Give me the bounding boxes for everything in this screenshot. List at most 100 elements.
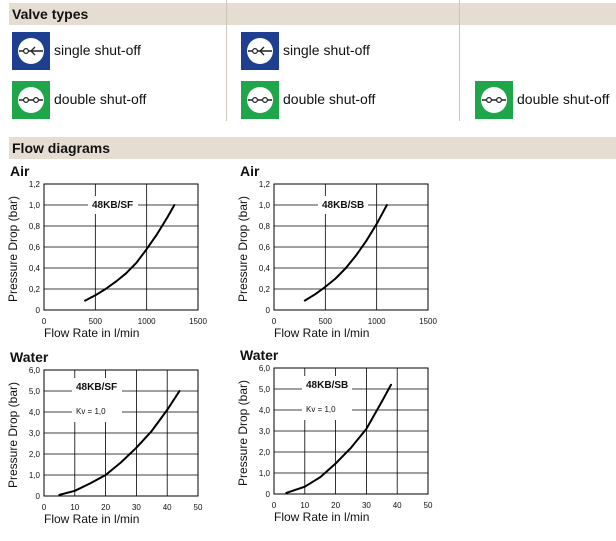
double-shut-off-icon: [241, 81, 279, 119]
annotation-box: [88, 196, 138, 214]
y-tick-label: 0,2: [29, 285, 41, 294]
x-tick-label: 1000: [138, 317, 156, 326]
chart-svg: Water 0 10 20 30 40 50 0 1,0 2,0 3,0 4,0 5,0 6,0 Flow …: [236, 347, 433, 524]
x-tick-label: 50: [194, 503, 203, 512]
x-tick-label: 40: [393, 501, 402, 510]
y-tick-label: 0,8: [259, 222, 271, 231]
x-tick-label: 0: [42, 317, 47, 326]
y-tick-label: 0: [36, 306, 41, 315]
chart-air-sf: Air 0 500 1000 1500 0 0,2 0,4 0,6 0,8 1,0 1,2 Flow R…: [6, 162, 210, 342]
y-axis-label: Pressure Drop (bar): [236, 196, 250, 302]
y-tick-label: 0: [266, 490, 271, 499]
kv-note: Kv = 1,0: [76, 407, 106, 416]
y-tick-label: 0,6: [259, 243, 271, 252]
y-tick-label: 0,6: [29, 243, 41, 252]
valve-types-title: Valve types: [12, 6, 89, 22]
x-tick-label: 20: [331, 501, 340, 510]
x-tick-label: 1500: [189, 317, 207, 326]
series-line: [58, 390, 181, 496]
flow-diagrams-header: Flow diagrams: [9, 137, 616, 159]
plot-frame: [43, 183, 199, 311]
series-annotation: 48KB/SF: [76, 382, 117, 393]
series-line: [303, 204, 388, 302]
y-tick-label: 6,0: [29, 366, 41, 375]
chart-svg: Air 0 500 1000 1500 0 0,2 0,4 0,6 0,8 1,0 1,2 Flow R…: [236, 163, 437, 340]
y-tick-label: 1,0: [259, 469, 271, 478]
x-tick-label: 30: [132, 503, 141, 512]
y-axis-label: Pressure Drop (bar): [6, 196, 20, 302]
y-tick-label: 0,4: [259, 264, 271, 273]
x-tick-label: 50: [424, 501, 433, 510]
chart-air-sb: Air 0 500 1000 1500 0 0,2 0,4 0,6 0,8 1,0 1,2 Flow R…: [236, 162, 440, 342]
y-tick-label: 1,2: [29, 180, 41, 189]
x-tick-label: 1000: [368, 317, 386, 326]
chart-water-sb: Water 0 10 20 30 40 50 0 1,0 2,0 3,0 4,0 5,0 6,0 Flow …: [236, 346, 440, 532]
y-tick-label: 3,0: [29, 429, 41, 438]
chart-title: Water: [240, 347, 279, 363]
x-tick-label: 20: [101, 503, 110, 512]
valve-label: single shut-off: [283, 42, 370, 58]
chart-title: Air: [240, 163, 260, 179]
double-shut-off-icon: [12, 81, 50, 119]
flow-diagrams-title: Flow diagrams: [12, 140, 111, 156]
x-tick-label: 10: [300, 501, 309, 510]
valve-label: double shut-off: [54, 91, 147, 107]
x-axis-label: Flow Rate in l/min: [274, 326, 369, 340]
x-tick-label: 30: [362, 501, 371, 510]
annotation-box: [318, 196, 368, 214]
y-tick-label: 5,0: [29, 387, 41, 396]
series-line: [84, 204, 176, 302]
y-tick-label: 0,2: [259, 285, 271, 294]
annotation-box: [72, 378, 122, 422]
x-axis-label: Flow Rate in l/min: [44, 512, 139, 526]
series-line: [285, 383, 392, 494]
x-tick-label: 500: [89, 317, 103, 326]
annotation-box: [302, 376, 352, 420]
column-divider: [226, 0, 227, 121]
chart-title: Air: [10, 163, 30, 179]
x-axis-label: Flow Rate in l/min: [44, 326, 139, 340]
valve-label: double shut-off: [283, 91, 376, 107]
x-tick-label: 40: [163, 503, 172, 512]
y-tick-label: 1,0: [29, 201, 41, 210]
chart-svg: Water 0 10 20 30 40 50 0 1,0 2,0 3,0 4,0 5,0 6,0 Flow …: [6, 349, 203, 526]
y-tick-label: 1,2: [259, 180, 271, 189]
series-annotation: 48KB/SB: [306, 380, 348, 391]
y-tick-label: 0,8: [29, 222, 41, 231]
y-tick-label: 6,0: [259, 364, 271, 373]
x-tick-label: 0: [272, 501, 277, 510]
chart-water-sf: Water 0 10 20 30 40 50 0 1,0 2,0 3,0 4,0 5,0 6,0 Flow …: [6, 348, 210, 534]
y-tick-label: 2,0: [259, 448, 271, 457]
x-tick-label: 500: [319, 317, 333, 326]
series-annotation: 48KB/SF: [92, 200, 133, 211]
y-tick-label: 1,0: [29, 471, 41, 480]
y-tick-label: 1,0: [259, 201, 271, 210]
y-tick-label: 0: [36, 492, 41, 501]
series-annotation: 48KB/SB: [322, 200, 364, 211]
x-tick-label: 0: [272, 317, 277, 326]
column-divider: [459, 0, 460, 121]
chart-svg: Air 0 500 1000 1500 0 0,2 0,4 0,6 0,8 1,0 1,2 Flow R…: [6, 163, 207, 340]
y-tick-label: 0,4: [29, 264, 41, 273]
plot-frame: [43, 369, 199, 497]
single-shut-off-icon: [12, 32, 50, 70]
y-tick-label: 3,0: [259, 427, 271, 436]
valve-types-header: Valve types: [9, 3, 616, 25]
x-tick-label: 0: [42, 503, 47, 512]
y-axis-label: Pressure Drop (bar): [236, 380, 250, 486]
plot-frame: [273, 367, 429, 495]
double-shut-off-icon: [475, 81, 513, 119]
x-tick-label: 1500: [419, 317, 437, 326]
y-axis-label: Pressure Drop (bar): [6, 382, 20, 488]
y-tick-label: 4,0: [29, 408, 41, 417]
plot-frame: [273, 183, 429, 311]
y-tick-label: 4,0: [259, 406, 271, 415]
valve-label: single shut-off: [54, 42, 141, 58]
single-shut-off-icon: [241, 32, 279, 70]
x-tick-label: 10: [70, 503, 79, 512]
valve-label: double shut-off: [517, 91, 610, 107]
y-tick-label: 5,0: [259, 385, 271, 394]
x-axis-label: Flow Rate in l/min: [274, 510, 369, 524]
y-tick-label: 0: [266, 306, 271, 315]
chart-title: Water: [10, 349, 49, 365]
